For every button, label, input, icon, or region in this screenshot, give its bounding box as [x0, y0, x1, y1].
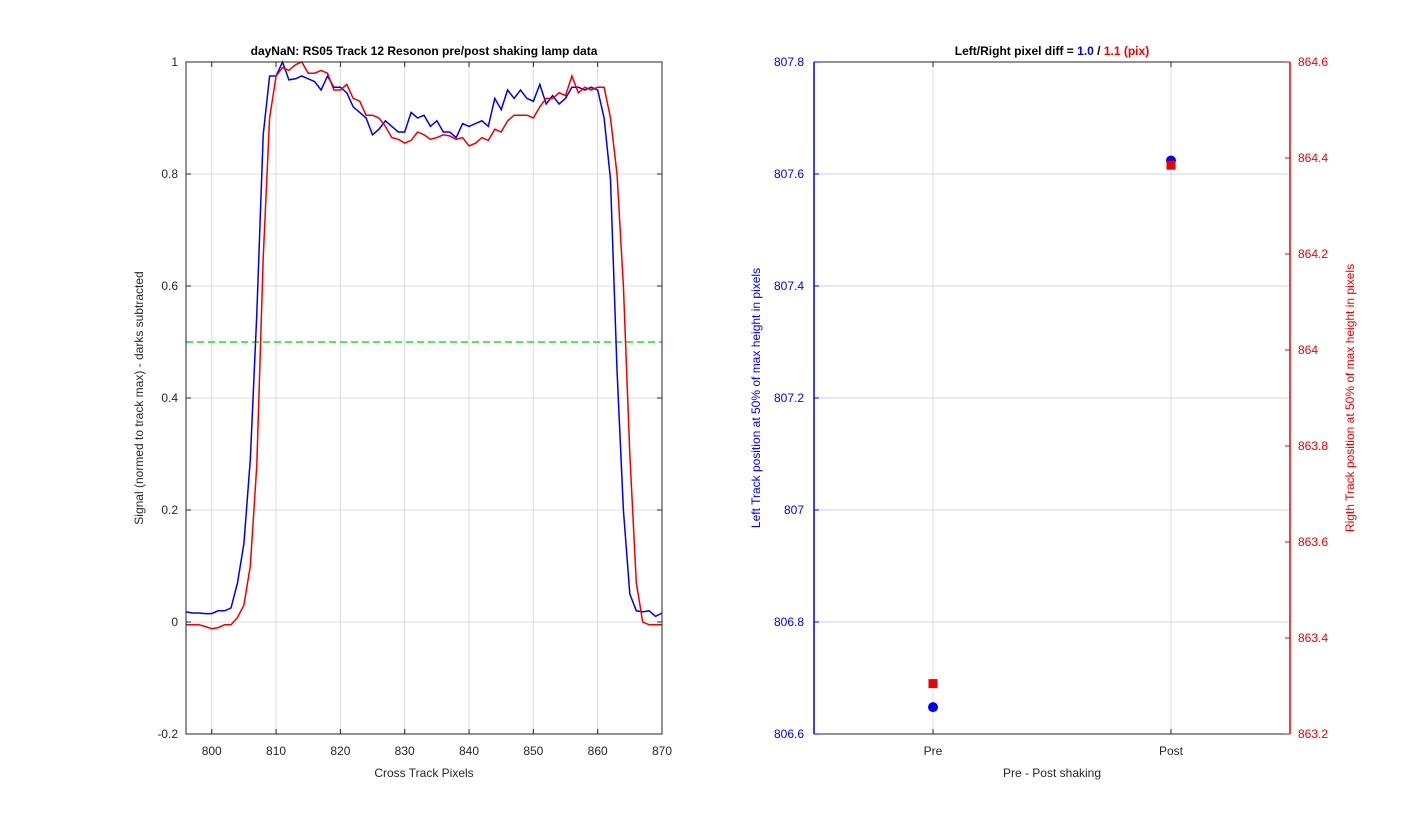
position-chart-title-right-diff: 1.1 (pix) [1104, 44, 1149, 58]
right-position-marker [928, 679, 938, 689]
right-y-tick-label: 863.6 [1298, 535, 1328, 549]
y-tick-label: 1 [171, 55, 178, 69]
signal-chart-grid [186, 61, 663, 735]
signal-chart: dayNaN: RS05 Track 12 Resonon pre/post s… [132, 44, 672, 780]
x-tick-label: 860 [588, 744, 608, 758]
right-y-tick-label: 864.2 [1298, 247, 1328, 261]
signal-chart-ticks: 800 810 820 830 840 850 860 870 -0.2 0 0.2 0.4 0.6 0.… [157, 55, 672, 758]
y-tick-label: 0.8 [161, 167, 178, 181]
position-chart-xlabel: Pre - Post shaking [1003, 766, 1101, 780]
signal-chart-title: dayNaN: RS05 Track 12 Resonon pre/post s… [251, 44, 598, 58]
y-tick-label: 0.4 [161, 391, 178, 405]
left-y-tick-label: 807 [784, 503, 804, 517]
x-tick-label: 870 [652, 744, 672, 758]
position-chart-grid [814, 61, 1290, 735]
right-y-tick-label: 864.4 [1298, 151, 1328, 165]
left-y-tick-label: 806.8 [774, 615, 804, 629]
signal-chart-xlabel: Cross Track Pixels [374, 766, 473, 780]
position-chart-title-part: Left/Right pixel diff = [955, 44, 1077, 58]
series-line-blue [185, 60, 663, 618]
x-tick-label: 810 [266, 744, 286, 758]
x-tick-label: 830 [395, 744, 415, 758]
left-position-marker [928, 702, 938, 713]
position-chart-title-part: / [1094, 44, 1104, 58]
position-chart-plot [928, 155, 1176, 713]
x-tick-label: 800 [202, 744, 222, 758]
position-chart-ticks: Pre Post 806.6 806.8 807 807.2 807.4 807.6 807.8… [774, 55, 1328, 758]
position-chart-left-ylabel: Left Track position at 50% of max height… [749, 268, 763, 528]
right-y-tick-label: 863.2 [1298, 727, 1328, 741]
right-y-tick-label: 864.6 [1298, 55, 1328, 69]
left-y-tick-label: 807.8 [774, 55, 804, 69]
y-tick-label: 0.6 [161, 279, 178, 293]
x-tick-label: 840 [459, 744, 479, 758]
category-label: Pre [924, 744, 943, 758]
position-chart-right-ylabel: Rigth Track position at 50% of max heigh… [1343, 264, 1357, 532]
left-y-tick-label: 807.6 [774, 167, 804, 181]
left-y-tick-label: 807.2 [774, 391, 804, 405]
x-tick-label: 820 [330, 744, 350, 758]
x-tick-label: 850 [523, 744, 543, 758]
signal-chart-plot [185, 60, 663, 630]
right-y-tick-label: 863.8 [1298, 439, 1328, 453]
y-tick-label: 0 [171, 615, 178, 629]
right-position-marker [1166, 160, 1176, 170]
position-chart-title: Left/Right pixel diff = 1.0 / 1.1 (pix) [955, 44, 1149, 58]
left-y-tick-label: 807.4 [774, 279, 804, 293]
category-label: Post [1159, 744, 1184, 758]
right-y-tick-label: 863.4 [1298, 631, 1328, 645]
position-chart: Left/Right pixel diff = 1.0 / 1.1 (pix) … [749, 44, 1357, 780]
y-tick-label: -0.2 [157, 727, 178, 741]
position-chart-title-left-diff: 1.0 [1077, 44, 1094, 58]
series-line-red [186, 61, 662, 630]
left-y-tick-label: 806.6 [774, 727, 804, 741]
signal-chart-ylabel: Signal (normed to track max) - darks sub… [132, 271, 146, 524]
y-tick-label: 0.2 [161, 503, 178, 517]
right-y-tick-label: 864 [1298, 343, 1318, 357]
